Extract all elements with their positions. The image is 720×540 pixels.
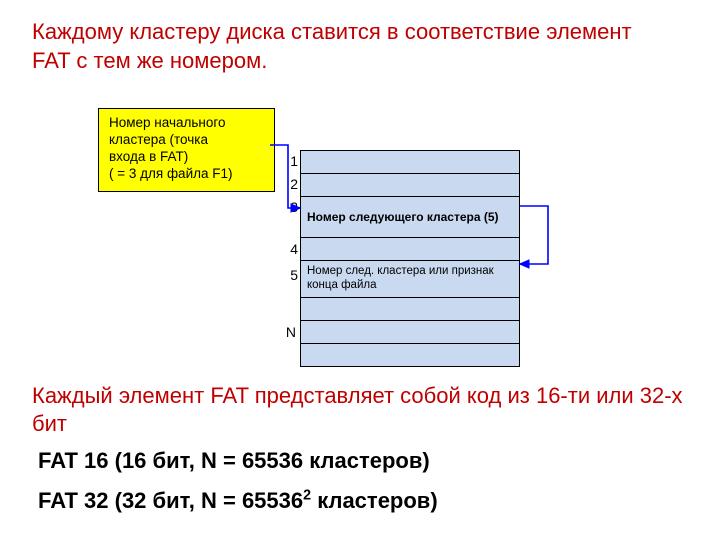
callout-line: ( = 3 для файла F1) — [109, 166, 264, 183]
fat-cell — [301, 344, 520, 367]
arrow-row3-to-row5 — [520, 206, 548, 264]
fat-table-grid: Номер следующего кластера (5) Номер след… — [300, 150, 520, 367]
row-label: 5 — [284, 267, 298, 283]
row-label: 4 — [284, 241, 298, 257]
callout-line: Номер начального — [109, 115, 264, 132]
fat-cell-next-or-eof: Номер след. кластера или признак конца ф… — [301, 261, 520, 298]
row-label: 3 — [284, 199, 298, 215]
fat16-line: FAT 16 (16 бит, N = 65536 кластеров) — [38, 448, 430, 474]
fat16-text: FAT 16 (16 бит, N = 65536 кластеров) — [38, 448, 430, 473]
fat-cell-next-cluster: Номер следующего кластера (5) — [301, 197, 520, 238]
body-text-red: Каждый элемент FAT представляет собой ко… — [32, 382, 692, 437]
callout-line: кластера (точка — [109, 132, 264, 149]
callout-start-cluster: Номер начального кластера (точка входа в… — [98, 108, 275, 192]
row-label: N — [282, 324, 296, 340]
callout-line: входа в FAT) — [109, 149, 264, 166]
fat32-line: FAT 32 (32 бит, N = 655362 кластеров) — [38, 488, 438, 514]
fat-cell — [301, 321, 520, 344]
fat-cell — [301, 298, 520, 321]
row-label: 1 — [284, 153, 298, 169]
fat32-superscript: 2 — [303, 488, 311, 504]
fat32-text-a: FAT 32 (32 бит, N = 65536 — [38, 488, 303, 513]
row-label: 2 — [284, 176, 298, 192]
slide-title: Каждому кластеру диска ставится в соотве… — [32, 18, 662, 75]
fat-cell — [301, 238, 520, 261]
fat32-text-b: кластеров) — [311, 488, 438, 513]
fat-cell — [301, 174, 520, 197]
fat-table: Номер следующего кластера (5) Номер след… — [300, 150, 520, 367]
fat-cell — [301, 151, 520, 174]
